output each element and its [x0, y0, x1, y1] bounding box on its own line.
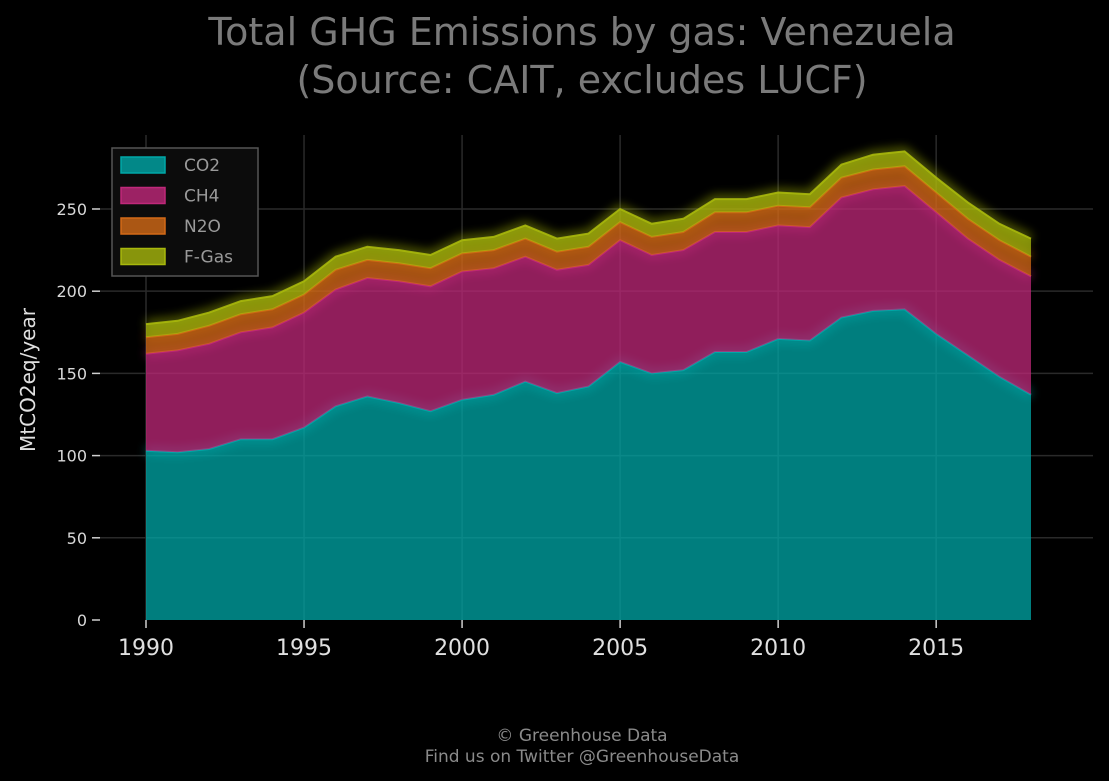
legend-label-f-gas: F-Gas: [184, 248, 233, 268]
legend-swatch-n2o: [120, 217, 166, 235]
x-tick-label: 2005: [592, 636, 648, 661]
legend-label-ch4: CH4: [184, 187, 219, 207]
x-tick-label: 1990: [118, 636, 174, 661]
axes: 0 50 100 150 200 250 1990 1995 2000 2005 2010 2015: [56, 200, 964, 661]
y-axis-label: MtCO2eq/year: [16, 307, 40, 452]
legend: CO2 CH4 N2O F-Gas: [111, 147, 259, 277]
chart-title-line2: (Source: CAIT, excludes LUCF): [296, 58, 867, 102]
series-line-f-gas: [145, 150, 1032, 326]
y-tick-label: 150: [56, 364, 87, 383]
legend-label-co2: CO2: [184, 156, 220, 176]
legend-label-n2o: N2O: [184, 217, 221, 237]
y-tick-label: 50: [67, 529, 87, 548]
legend-swatch-ch4: [120, 186, 166, 205]
series-area-ch4: [146, 186, 1031, 453]
x-tick-label: 2010: [750, 636, 806, 661]
plot-area: [145, 147, 1033, 620]
chart-title-line1: Total GHG Emissions by gas: Venezuela: [207, 10, 955, 54]
footer-copyright: © Greenhouse Data: [496, 726, 667, 746]
series-area-f-gas: [146, 151, 1031, 338]
y-tick-label: 200: [56, 282, 87, 301]
y-tick-label: 100: [56, 447, 87, 466]
legend-swatch-f-gas: [120, 247, 166, 266]
legend-swatch-co2: [120, 156, 166, 174]
y-tick-label: 250: [56, 200, 87, 219]
y-tick-label: 0: [77, 611, 87, 630]
footer-twitter: Find us on Twitter @GreenhouseData: [425, 747, 740, 767]
series-area-co2: [146, 309, 1031, 620]
x-tick-label: 2015: [908, 636, 964, 661]
series-area-n2o: [146, 166, 1031, 354]
x-tick-label: 2000: [434, 636, 490, 661]
x-tick-label: 1995: [276, 636, 332, 661]
